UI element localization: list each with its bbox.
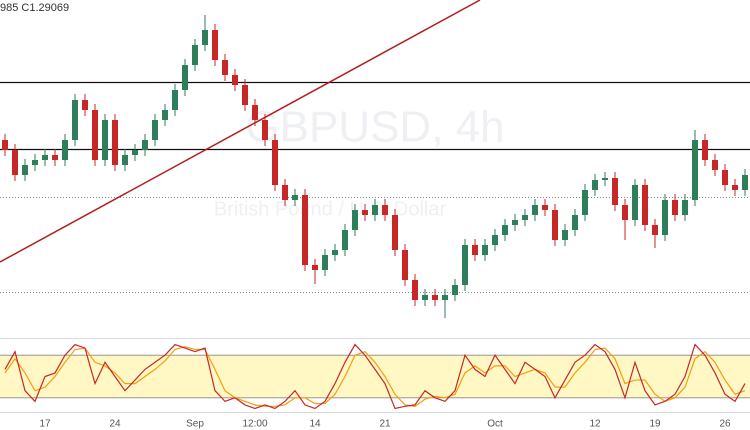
candle-body — [312, 265, 318, 270]
candle-body — [282, 185, 288, 200]
candle-body — [132, 150, 138, 155]
candle-body — [432, 295, 438, 300]
candle-body — [182, 65, 188, 90]
x-tick-label: 17 — [39, 419, 51, 430]
candle-body — [702, 140, 708, 160]
candle-body — [602, 178, 608, 180]
x-tick-label: Oct — [487, 419, 503, 430]
candle-body — [422, 295, 428, 300]
candle-body — [62, 140, 68, 160]
candle-body — [622, 205, 628, 220]
candle-body — [172, 90, 178, 110]
candle-body — [382, 205, 388, 215]
stoch-line — [4, 346, 746, 407]
x-tick-label: 24 — [109, 419, 121, 430]
candle-body — [392, 215, 398, 250]
candle-body — [642, 185, 648, 225]
candle-body — [502, 225, 508, 235]
candle-body — [32, 160, 38, 165]
candle-body — [692, 140, 698, 200]
candle-body — [452, 285, 458, 295]
watermark-subtitle: British Pound / U.S. Dollar — [214, 198, 447, 220]
candle-body — [122, 155, 128, 165]
candle-body — [662, 200, 668, 235]
candle-body — [652, 225, 658, 235]
candle-body — [722, 170, 728, 185]
candle-body — [252, 105, 258, 120]
candle-body — [322, 255, 328, 270]
candle-body — [412, 280, 418, 300]
x-tick-label: 19 — [649, 419, 661, 430]
x-tick-label: Sep — [186, 419, 204, 430]
candle-body — [592, 180, 598, 190]
candle-body — [562, 230, 568, 240]
x-tick-label: 14 — [309, 419, 321, 430]
candle-body — [292, 195, 298, 200]
ohlc-label: 985 C1.29069 — [0, 2, 69, 14]
candle-body — [352, 210, 358, 230]
candle-body — [22, 165, 28, 175]
x-tick-label: 12:00 — [242, 419, 267, 430]
candle-body — [672, 200, 678, 215]
x-axis: 17 24 Sep 12:00 14 21 Oct 12 19 26 — [39, 419, 731, 430]
candle-body — [222, 60, 228, 75]
stoch-line — [4, 343, 746, 410]
stochastic-pane — [0, 343, 750, 410]
candle-body — [492, 235, 498, 245]
candle-body — [82, 100, 88, 110]
candle-body — [472, 245, 478, 255]
candle-body — [732, 185, 738, 190]
candle-body — [262, 120, 268, 140]
candle-body — [712, 160, 718, 170]
candle-body — [402, 250, 408, 280]
candle-body — [272, 140, 278, 185]
candle-body — [572, 215, 578, 230]
candles — [2, 15, 748, 318]
watermark-title: GBPUSD, 4h — [245, 103, 504, 152]
x-tick-label: 12 — [589, 419, 601, 430]
candle-body — [112, 120, 118, 165]
candle-body — [442, 295, 448, 300]
candle-body — [552, 210, 558, 240]
candle-body — [332, 250, 338, 255]
candle-body — [212, 30, 218, 60]
candle-body — [302, 195, 308, 265]
candle-body — [462, 245, 468, 285]
candle-body — [342, 230, 348, 250]
x-tick-label: 21 — [379, 419, 391, 430]
candle-body — [242, 85, 248, 105]
candle-body — [582, 190, 588, 215]
candle-body — [52, 155, 58, 160]
candle-body — [232, 75, 238, 85]
candle-body — [742, 175, 748, 190]
candle-body — [142, 140, 148, 150]
candle-body — [202, 30, 208, 45]
candle-body — [612, 178, 618, 205]
candle-body — [42, 155, 48, 160]
candle-body — [162, 110, 168, 120]
candle-body — [512, 220, 518, 225]
candle-body — [362, 210, 368, 215]
candle-body — [372, 205, 378, 215]
candle-body — [682, 200, 688, 215]
candle-body — [152, 120, 158, 140]
candle-body — [192, 45, 198, 65]
candle-body — [482, 245, 488, 255]
candle-body — [522, 215, 528, 220]
candle-body — [532, 205, 538, 215]
candle-body — [72, 100, 78, 140]
candle-body — [92, 110, 98, 160]
trend-line — [0, 0, 481, 263]
candle-body — [12, 150, 18, 175]
candle-body — [542, 205, 548, 210]
x-tick-label: 26 — [719, 419, 731, 430]
candle-body — [102, 120, 108, 160]
candle-body — [632, 185, 638, 220]
candle-body — [2, 140, 8, 150]
